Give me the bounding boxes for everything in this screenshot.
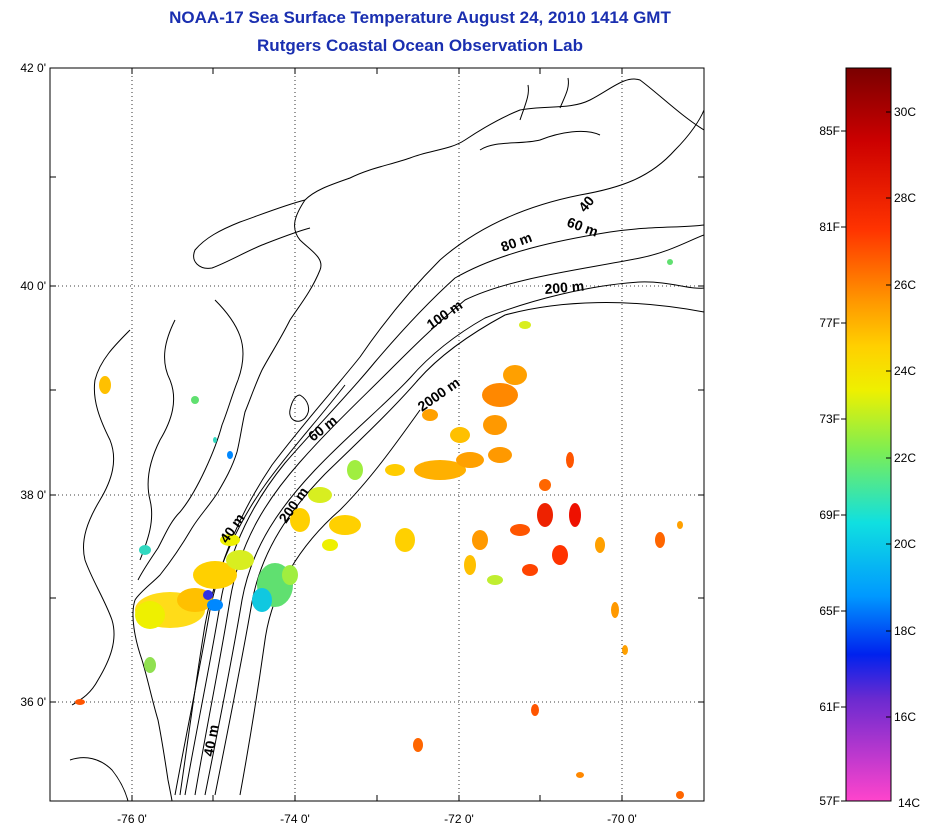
scale-label-22c: 22C — [894, 451, 916, 465]
scale-label-16c: 16C — [894, 710, 916, 724]
scale-label-14c: 14C — [898, 796, 920, 810]
scale-label-57f: 57F — [819, 794, 840, 808]
temperature-colorbar — [845, 67, 892, 802]
colorbar-fahrenheit-labels: 85F 81F 77F 73F 69F 65F 61F 57F — [819, 124, 840, 808]
scale-label-18c: 18C — [894, 624, 916, 638]
scale-label-20c: 20C — [894, 537, 916, 551]
lat-label-40: 40 0' — [20, 279, 46, 293]
lat-label-42: 42 0' — [20, 61, 46, 75]
scale-label-61f: 61F — [819, 700, 840, 714]
map-title: NOAA-17 Sea Surface Temperature August 2… — [169, 8, 671, 27]
scale-label-81f: 81F — [819, 220, 840, 234]
sst-data — [75, 259, 684, 799]
axis-ticks — [50, 67, 704, 801]
scale-label-30c: 30C — [894, 105, 916, 119]
map-subtitle: Rutgers Coastal Ocean Observation Lab — [257, 36, 583, 55]
scale-label-85f: 85F — [819, 124, 840, 138]
colorbar-ticks — [841, 111, 891, 802]
lon-label-70: -70 0' — [607, 812, 637, 826]
map-frame — [49, 67, 705, 802]
longitude-labels: -76 0' -74 0' -72 0' -70 0' — [117, 812, 637, 826]
coastline — [69, 77, 704, 801]
scale-label-28c: 28C — [894, 191, 916, 205]
scale-label-77f: 77F — [819, 316, 840, 330]
lat-label-38: 38 0' — [20, 488, 46, 502]
scale-label-26c: 26C — [894, 278, 916, 292]
graticule — [50, 68, 704, 801]
contour-label-40-south: 40 m — [200, 723, 221, 757]
scale-label-73f: 73F — [819, 412, 840, 426]
lat-label-36: 36 0' — [20, 695, 46, 709]
scale-label-65f: 65F — [819, 604, 840, 618]
contour-label-200-north: 200 m — [544, 278, 585, 297]
lon-label-74: -74 0' — [280, 812, 310, 826]
lon-label-76: -76 0' — [117, 812, 147, 826]
lon-label-72: -72 0' — [444, 812, 474, 826]
scale-label-24c: 24C — [894, 364, 916, 378]
scale-label-69f: 69F — [819, 508, 840, 522]
latitude-labels: 42 0' 40 0' 38 0' 36 0' — [20, 61, 46, 709]
colorbar-celsius-labels: 30C 28C 26C 24C 22C 20C 18C 16C 14C — [894, 105, 920, 810]
